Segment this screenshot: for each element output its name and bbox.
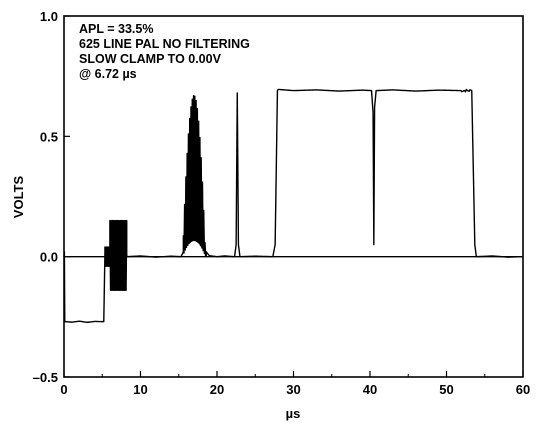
waveform-trace	[63, 88, 524, 324]
y-tick-label: 1.0	[40, 9, 58, 24]
x-tick-label: 0	[60, 382, 67, 397]
y-tick-label: –0.5	[33, 370, 58, 385]
x-tick-label: 50	[439, 382, 453, 397]
x-axis-title: µs	[286, 406, 301, 421]
annotation-line: SLOW CLAMP TO 0.00V	[79, 52, 222, 66]
x-tick-label: 10	[133, 382, 147, 397]
x-tick-label: 40	[363, 382, 377, 397]
x-tick-label: 30	[286, 382, 300, 397]
y-tick-label: 0.0	[40, 250, 58, 265]
y-tick-label: 0.5	[40, 129, 58, 144]
x-tick-label: 60	[516, 382, 530, 397]
annotation-line: 625 LINE PAL NO FILTERING	[79, 37, 250, 51]
y-axis-title: VOLTS	[11, 175, 26, 218]
annotation-line: APL = 33.5%	[79, 22, 153, 36]
x-tick-label: 20	[210, 382, 224, 397]
annotation-line: @ 6.72 µs	[79, 67, 137, 81]
